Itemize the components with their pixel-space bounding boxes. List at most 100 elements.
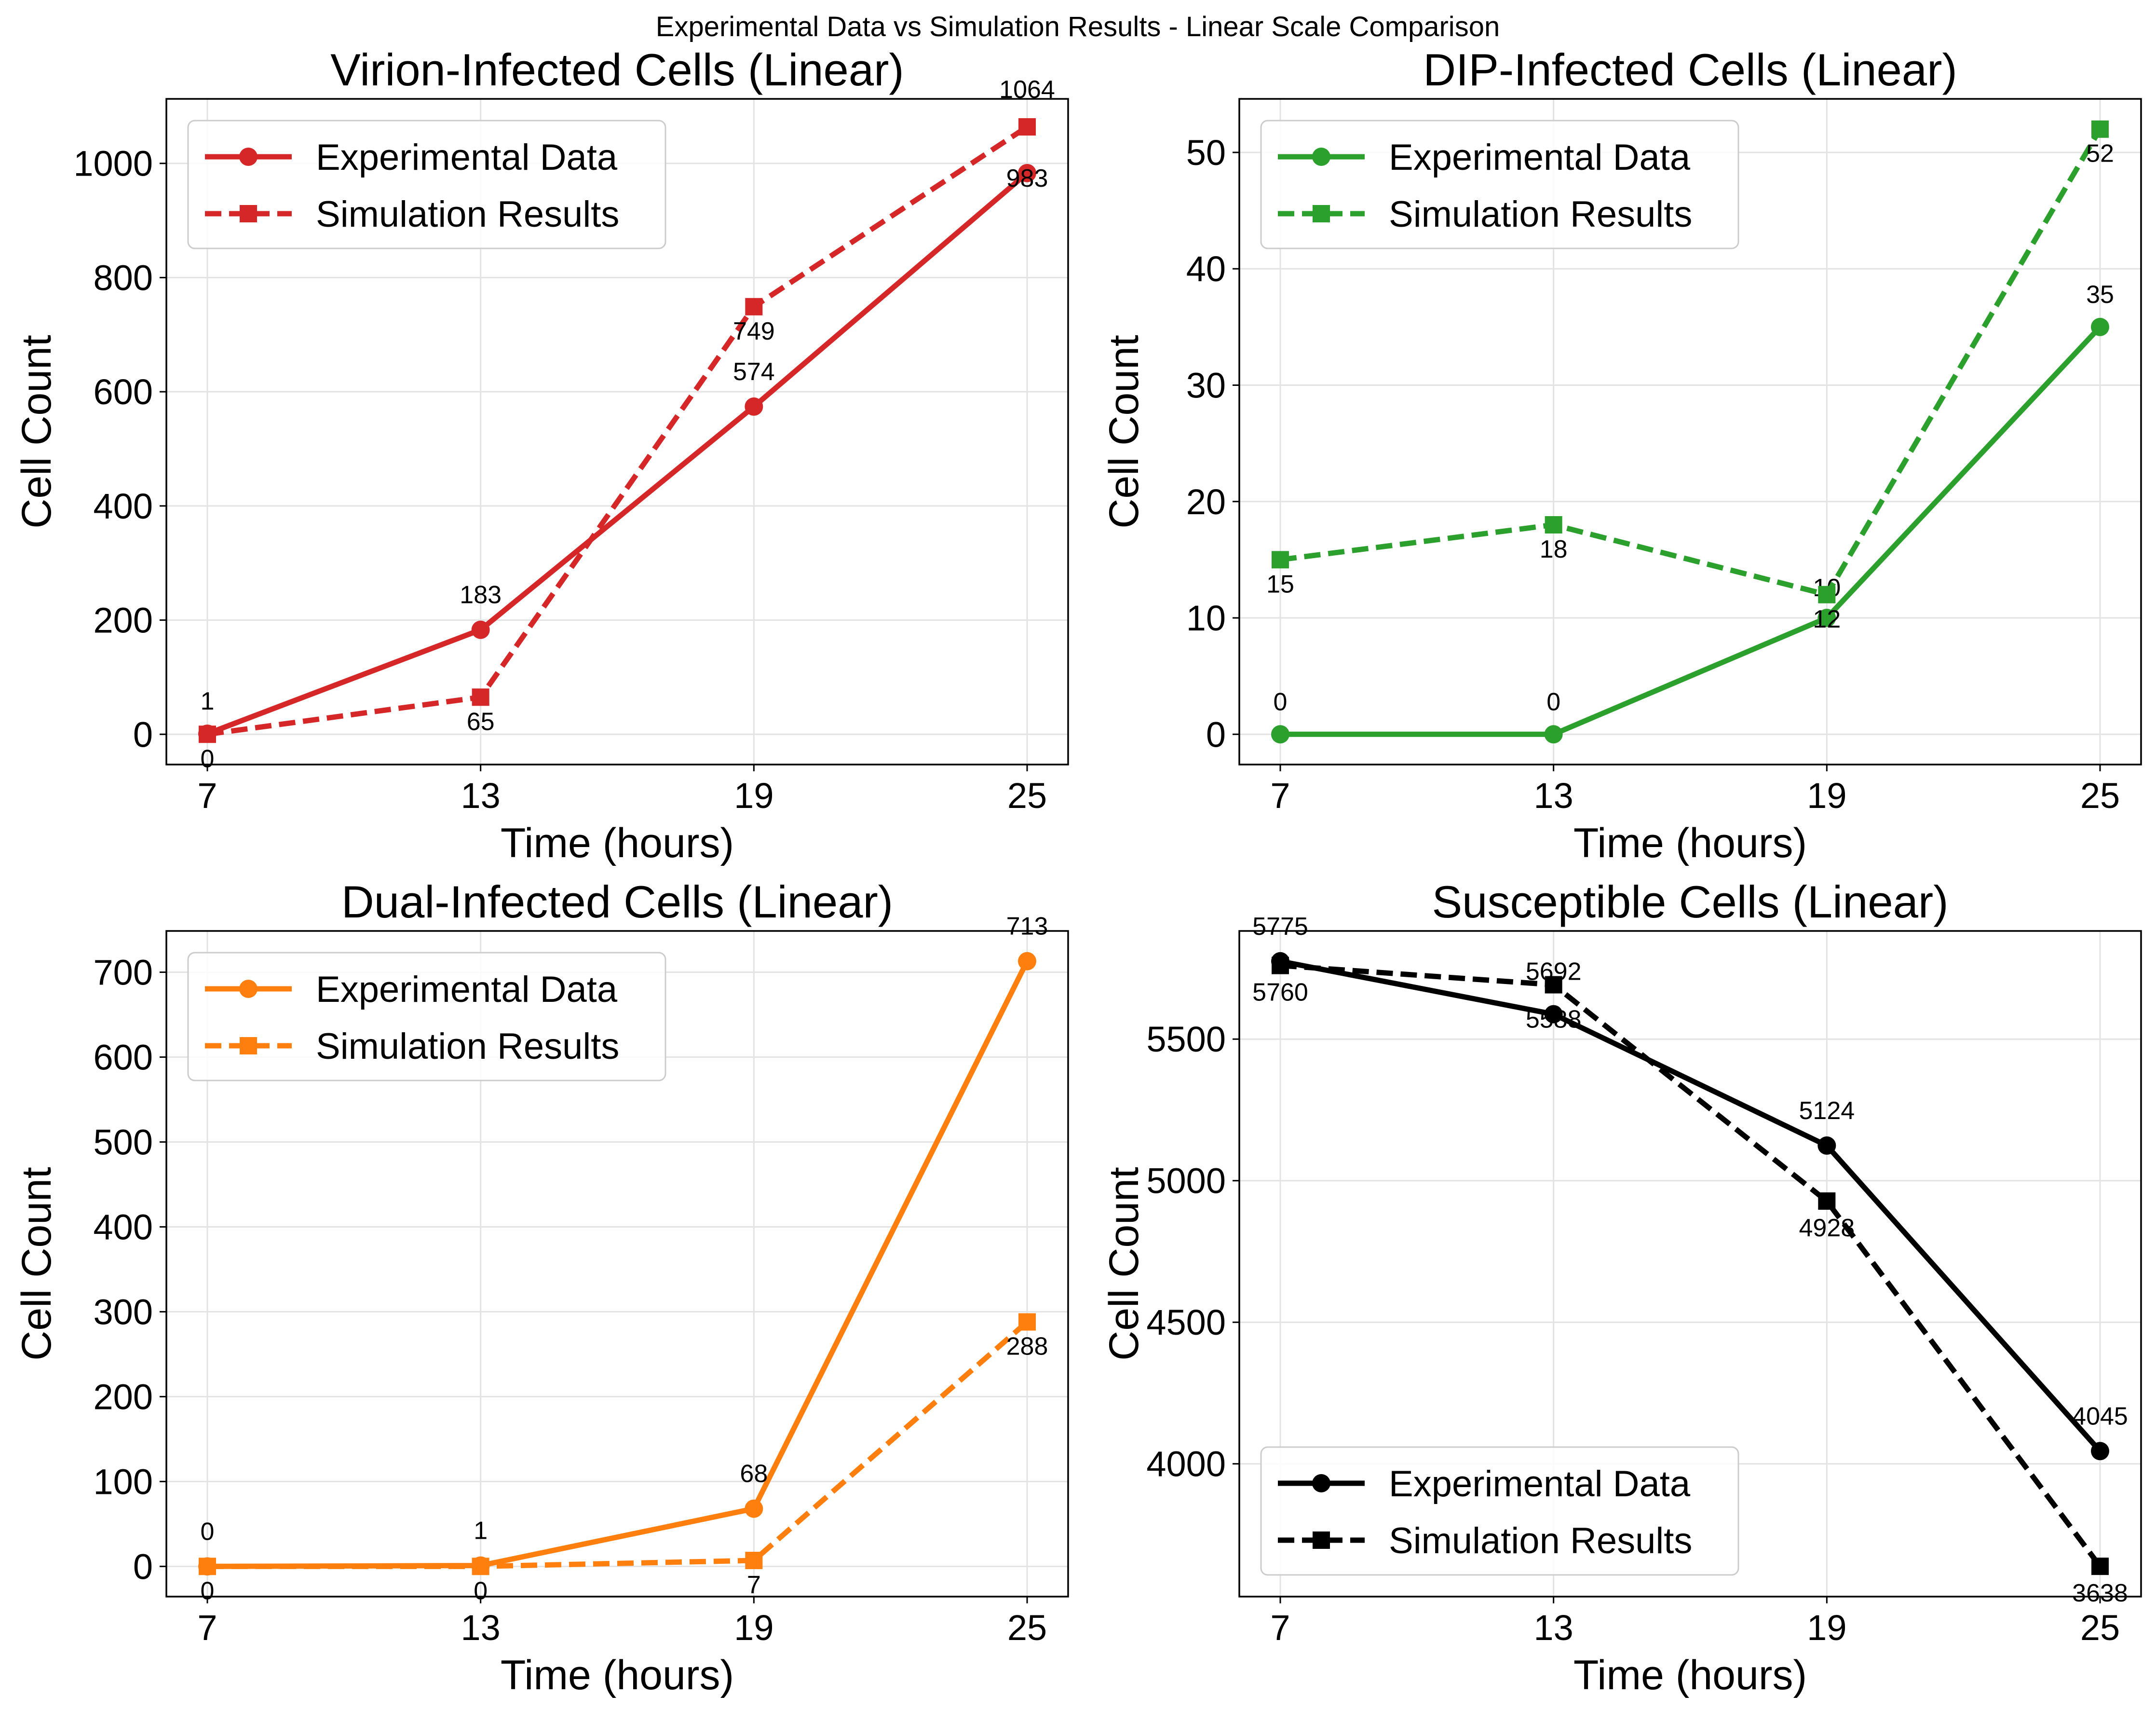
chart-title: Virion-Infected Cells (Linear) (330, 44, 904, 95)
simulation-results-point (1545, 516, 1562, 534)
simulation-results-point (472, 1558, 489, 1575)
simulation-results-label: 7 (747, 1571, 761, 1599)
legend-circle-marker (1312, 1474, 1330, 1492)
y-tick-label: 400 (94, 1207, 153, 1247)
y-tick-label: 200 (94, 1377, 153, 1417)
experimental-data-point (1817, 609, 1836, 628)
x-tick-label: 13 (461, 1608, 501, 1648)
experimental-data-label: 35 (2086, 281, 2114, 309)
legend-circle-marker (1312, 148, 1330, 166)
legend-label: Experimental Data (1389, 1463, 1691, 1504)
experimental-data-point (2091, 1442, 2109, 1461)
y-tick-label: 500 (94, 1122, 153, 1162)
simulation-results-label: 4928 (1799, 1214, 1855, 1242)
y-tick-label: 300 (94, 1292, 153, 1332)
y-axis-label: Cell Count (14, 1167, 60, 1361)
simulation-results-point (1272, 551, 1289, 569)
simulation-results-line (207, 1320, 1029, 1569)
y-tick-label: 20 (1186, 482, 1226, 522)
experimental-data-point (471, 620, 490, 639)
experimental-data-point (1544, 1005, 1563, 1024)
experimental-data-point (1544, 725, 1563, 744)
simulation-results-line (207, 124, 1029, 737)
legend-label: Experimental Data (1389, 137, 1691, 178)
plot-frame (1238, 98, 2142, 766)
simulation-results-label: 0 (474, 1577, 488, 1605)
y-axis-label: Cell Count (1101, 1167, 1147, 1361)
chart-panel-4: 7 13 19 25 4000 4500 5000 5500 Susceptible Cells… (1101, 876, 2142, 1698)
legend-label: Experimental Data (316, 137, 618, 178)
x-tick-label: 19 (1807, 776, 1846, 816)
simulation-results-point (1818, 586, 1836, 603)
y-tick-label: 4000 (1146, 1444, 1226, 1484)
y-tick-label: 400 (94, 486, 153, 526)
simulation-results-point (1545, 976, 1562, 994)
simulation-results-point (1018, 1313, 1036, 1331)
x-tick-label: 7 (197, 776, 217, 816)
plot-frame (1238, 930, 2142, 1598)
plot-frame (165, 98, 1069, 766)
legend: Experimental Data Simulation Results (187, 952, 666, 1081)
simulation-results-label: 18 (1540, 535, 1568, 563)
experimental-data-label: 1 (474, 1517, 488, 1545)
y-tick-label: 800 (94, 258, 153, 298)
y-tick-label: 200 (94, 601, 153, 641)
experimental-data-point (2091, 317, 2109, 336)
x-tick-label: 25 (1007, 776, 1047, 816)
legend-label: Simulation Results (316, 1026, 619, 1067)
legend-square-marker (240, 1037, 257, 1054)
chart-panel-2: 7 13 19 25 0 10 20 30 40 50 DIP-Infected Cells (Li… (1101, 44, 2142, 866)
legend: Experimental Data Simulation Results (1260, 120, 1739, 249)
legend-square-marker (1313, 205, 1330, 222)
simulation-results-point (2091, 120, 2109, 138)
simulation-results-label: 5760 (1252, 979, 1308, 1007)
simulation-results-label: 0 (201, 745, 215, 773)
simulation-results-label: 288 (1006, 1333, 1048, 1361)
legend-circle-marker (239, 148, 258, 166)
experimental-data-point (1271, 725, 1289, 744)
x-tick-label: 19 (734, 776, 773, 816)
experimental-data-label: 183 (460, 581, 502, 609)
y-tick-label: 30 (1186, 365, 1226, 405)
simulation-results-point (199, 1558, 216, 1575)
y-tick-label: 0 (1206, 714, 1226, 754)
y-tick-label: 50 (1186, 133, 1226, 173)
x-tick-label: 7 (1270, 776, 1290, 816)
simulation-results-label: 3638 (2072, 1579, 2128, 1607)
y-tick-label: 10 (1186, 598, 1226, 638)
legend: Experimental Data Simulation Results (187, 120, 666, 249)
experimental-data-point (745, 1499, 763, 1518)
x-axis-label: Time (hours) (501, 820, 734, 866)
experimental-data-label: 5124 (1799, 1097, 1855, 1125)
legend-box (1260, 1446, 1739, 1576)
simulation-results-point (1272, 957, 1289, 974)
x-axis-label: Time (hours) (1573, 1652, 1807, 1698)
simulation-results-point (2091, 1558, 2109, 1575)
simulation-results-label: 12 (1813, 605, 1841, 633)
y-tick-label: 40 (1186, 249, 1226, 289)
legend-label: Simulation Results (1389, 194, 1692, 235)
x-tick-label: 13 (1534, 1608, 1573, 1648)
x-tick-label: 7 (1270, 1608, 1290, 1648)
chart-panel-1: 7 13 19 25 0 200 400 600 800 1000 Virion-Infected … (14, 44, 1069, 866)
experimental-data-label: 68 (740, 1460, 768, 1488)
chart-title: DIP-Infected Cells (Linear) (1423, 44, 1957, 95)
simulation-results-label: 5692 (1526, 958, 1582, 986)
experimental-data-label: 4045 (2072, 1402, 2128, 1430)
simulation-results-point (1818, 1192, 1836, 1210)
experimental-data-line (206, 171, 1029, 737)
legend-label: Simulation Results (316, 194, 619, 235)
x-tick-label: 25 (1007, 1608, 1047, 1648)
simulation-results-label: 65 (467, 708, 495, 736)
simulation-results-label: 52 (2086, 140, 2114, 168)
y-tick-label: 100 (94, 1462, 153, 1502)
experimental-data-label: 0 (1546, 688, 1560, 716)
x-tick-label: 25 (2080, 1608, 2120, 1648)
chart-title: Dual-Infected Cells (Linear) (341, 876, 893, 927)
simulation-results-label: 0 (201, 1577, 215, 1605)
experimental-data-label: 5588 (1526, 1006, 1582, 1034)
experimental-data-label: 983 (1006, 164, 1048, 192)
chart-panel-3: 7 13 19 250100200300400500600700Dual-Infect… (14, 876, 1069, 1698)
y-tick-label: 700 (94, 953, 153, 993)
